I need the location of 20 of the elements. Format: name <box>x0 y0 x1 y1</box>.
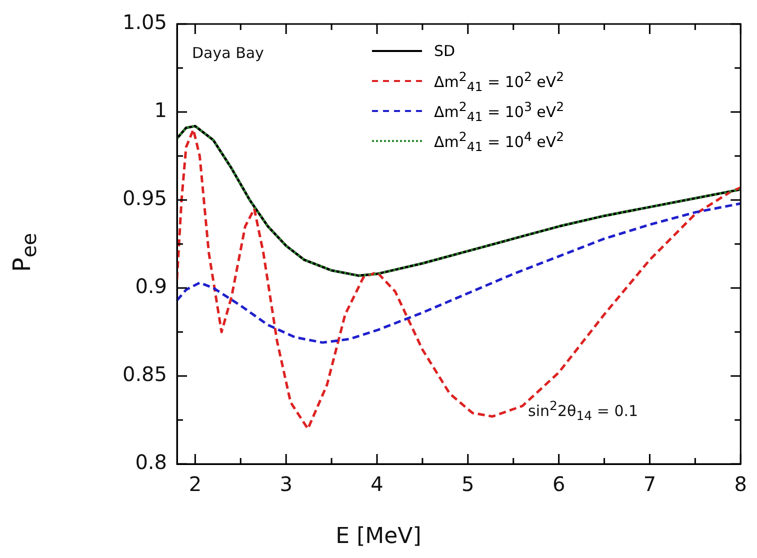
y-tick-label: 0.9 <box>135 274 167 298</box>
legend-label: Δm$^{2}$$_{41}$ = 10$^{4}$ eV$^{2}$ <box>434 128 564 154</box>
annotation: sin$^{2}$2θ$_{14}$ = 0.1 <box>528 398 638 423</box>
x-tick-label: 5 <box>462 472 474 496</box>
y-tick-label: 1 <box>154 98 167 122</box>
x-tick-label: 4 <box>370 472 384 496</box>
x-tick-label: 8 <box>734 472 748 496</box>
y-tick-label: 1.05 <box>122 10 167 34</box>
x-tick-label: 3 <box>280 472 292 496</box>
legend-label: Δm$^{2}$$_{41}$ = 10$^{2}$ eV$^{2}$ <box>434 68 564 94</box>
y-tick-label: 0.85 <box>122 362 167 386</box>
legend-label: SD <box>434 42 456 60</box>
x-tick-label: 2 <box>188 472 202 496</box>
y-tick-label: 0.8 <box>135 450 167 474</box>
legend-label: Δm$^{2}$$_{41}$ = 10$^{3}$ eV$^{2}$ <box>434 98 564 124</box>
x-tick-label: 7 <box>643 472 656 496</box>
x-tick-label: 6 <box>552 472 566 496</box>
y-tick-label: 0.95 <box>122 186 167 210</box>
annotation: Daya Bay <box>192 44 264 62</box>
x-axis-title: E [MeV] <box>334 524 422 549</box>
